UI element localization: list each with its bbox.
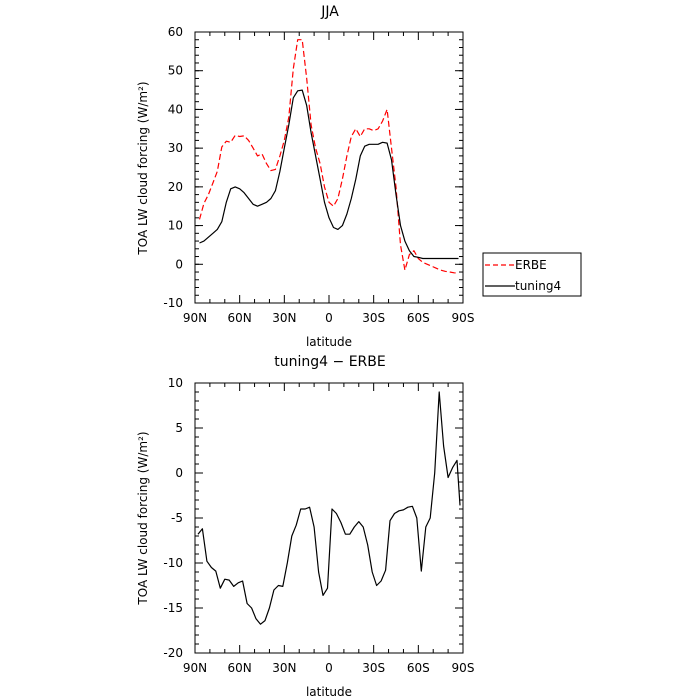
y-tick-label: 60 [168,25,183,39]
title-bottom: tuning4 − ERBE [274,354,385,370]
y-tick-label: 10 [168,219,183,233]
x-axis-label-bottom: latitude [306,685,352,699]
x-tick-label: 60S [407,661,430,675]
series-bottom [197,391,461,625]
x-tick-label: 90N [183,311,207,325]
y-tick-label: 0 [175,257,183,271]
series-top [198,39,459,274]
y-tick-label: 5 [175,421,183,435]
legend: ERBE tuning4 [482,252,582,297]
y-tick-label: 40 [168,102,183,116]
plot-frame-bottom [194,382,464,654]
y-tick-label: 50 [168,64,183,78]
legend-box [482,252,582,297]
panel-bottom: tuning4 − ERBE 90N 60N 30N 0 30S 60S 90S -20 -15… [136,354,474,699]
y-tick-label: 0 [175,466,183,480]
legend-label-erbe: ERBE [515,258,547,272]
x-tick-label: 30N [272,661,296,675]
y-axis-label-top: TOA LW cloud forcing (W/m²) [136,81,150,255]
x-tick-label: 30S [362,311,385,325]
y-tick-label: 30 [168,141,183,155]
title-top: JJA [320,4,339,20]
ticks-bottom: 90N 60N 30N 0 30S 60S 90S -20 -15 -10 -5 0 5 10 [163,376,474,675]
series-line-tuning4 [199,89,459,260]
x-tick-label: 0 [325,661,333,675]
y-axis-label-bottom: TOA LW cloud forcing (W/m²) [136,431,150,605]
x-tick-label: 30S [362,661,385,675]
x-tick-label: 90S [452,661,475,675]
x-tick-label: 60N [228,661,252,675]
y-tick-label: 20 [168,180,183,194]
plot-frame-top [194,31,464,304]
panel-top: JJA 90N 60N 30N 0 30S 60S 90S-100102030405060 … [136,4,582,349]
y-tick-label: -5 [171,511,183,525]
x-tick-label: 60N [228,311,252,325]
y-tick-label: 10 [168,376,183,390]
x-tick-label: 90N [183,661,207,675]
y-tick-label: -10 [163,296,183,310]
y-tick-label: -20 [163,646,183,660]
ticks-top: 90N 60N 30N 0 30S 60S 90S -10 0 10 20 30 40 50 60 [163,25,474,325]
x-axis-label-top: latitude [306,335,352,349]
legend-label-tuning4: tuning4 [515,279,561,293]
y-tick-label: -10 [163,556,183,570]
x-tick-label: 0 [325,311,333,325]
series-line-difference [197,391,461,625]
x-tick-label: 90S [452,311,475,325]
x-tick-label: 60S [407,311,430,325]
x-tick-label: 30N [272,311,296,325]
y-tick-label: -15 [163,601,183,615]
series-line-erbe [198,39,459,274]
